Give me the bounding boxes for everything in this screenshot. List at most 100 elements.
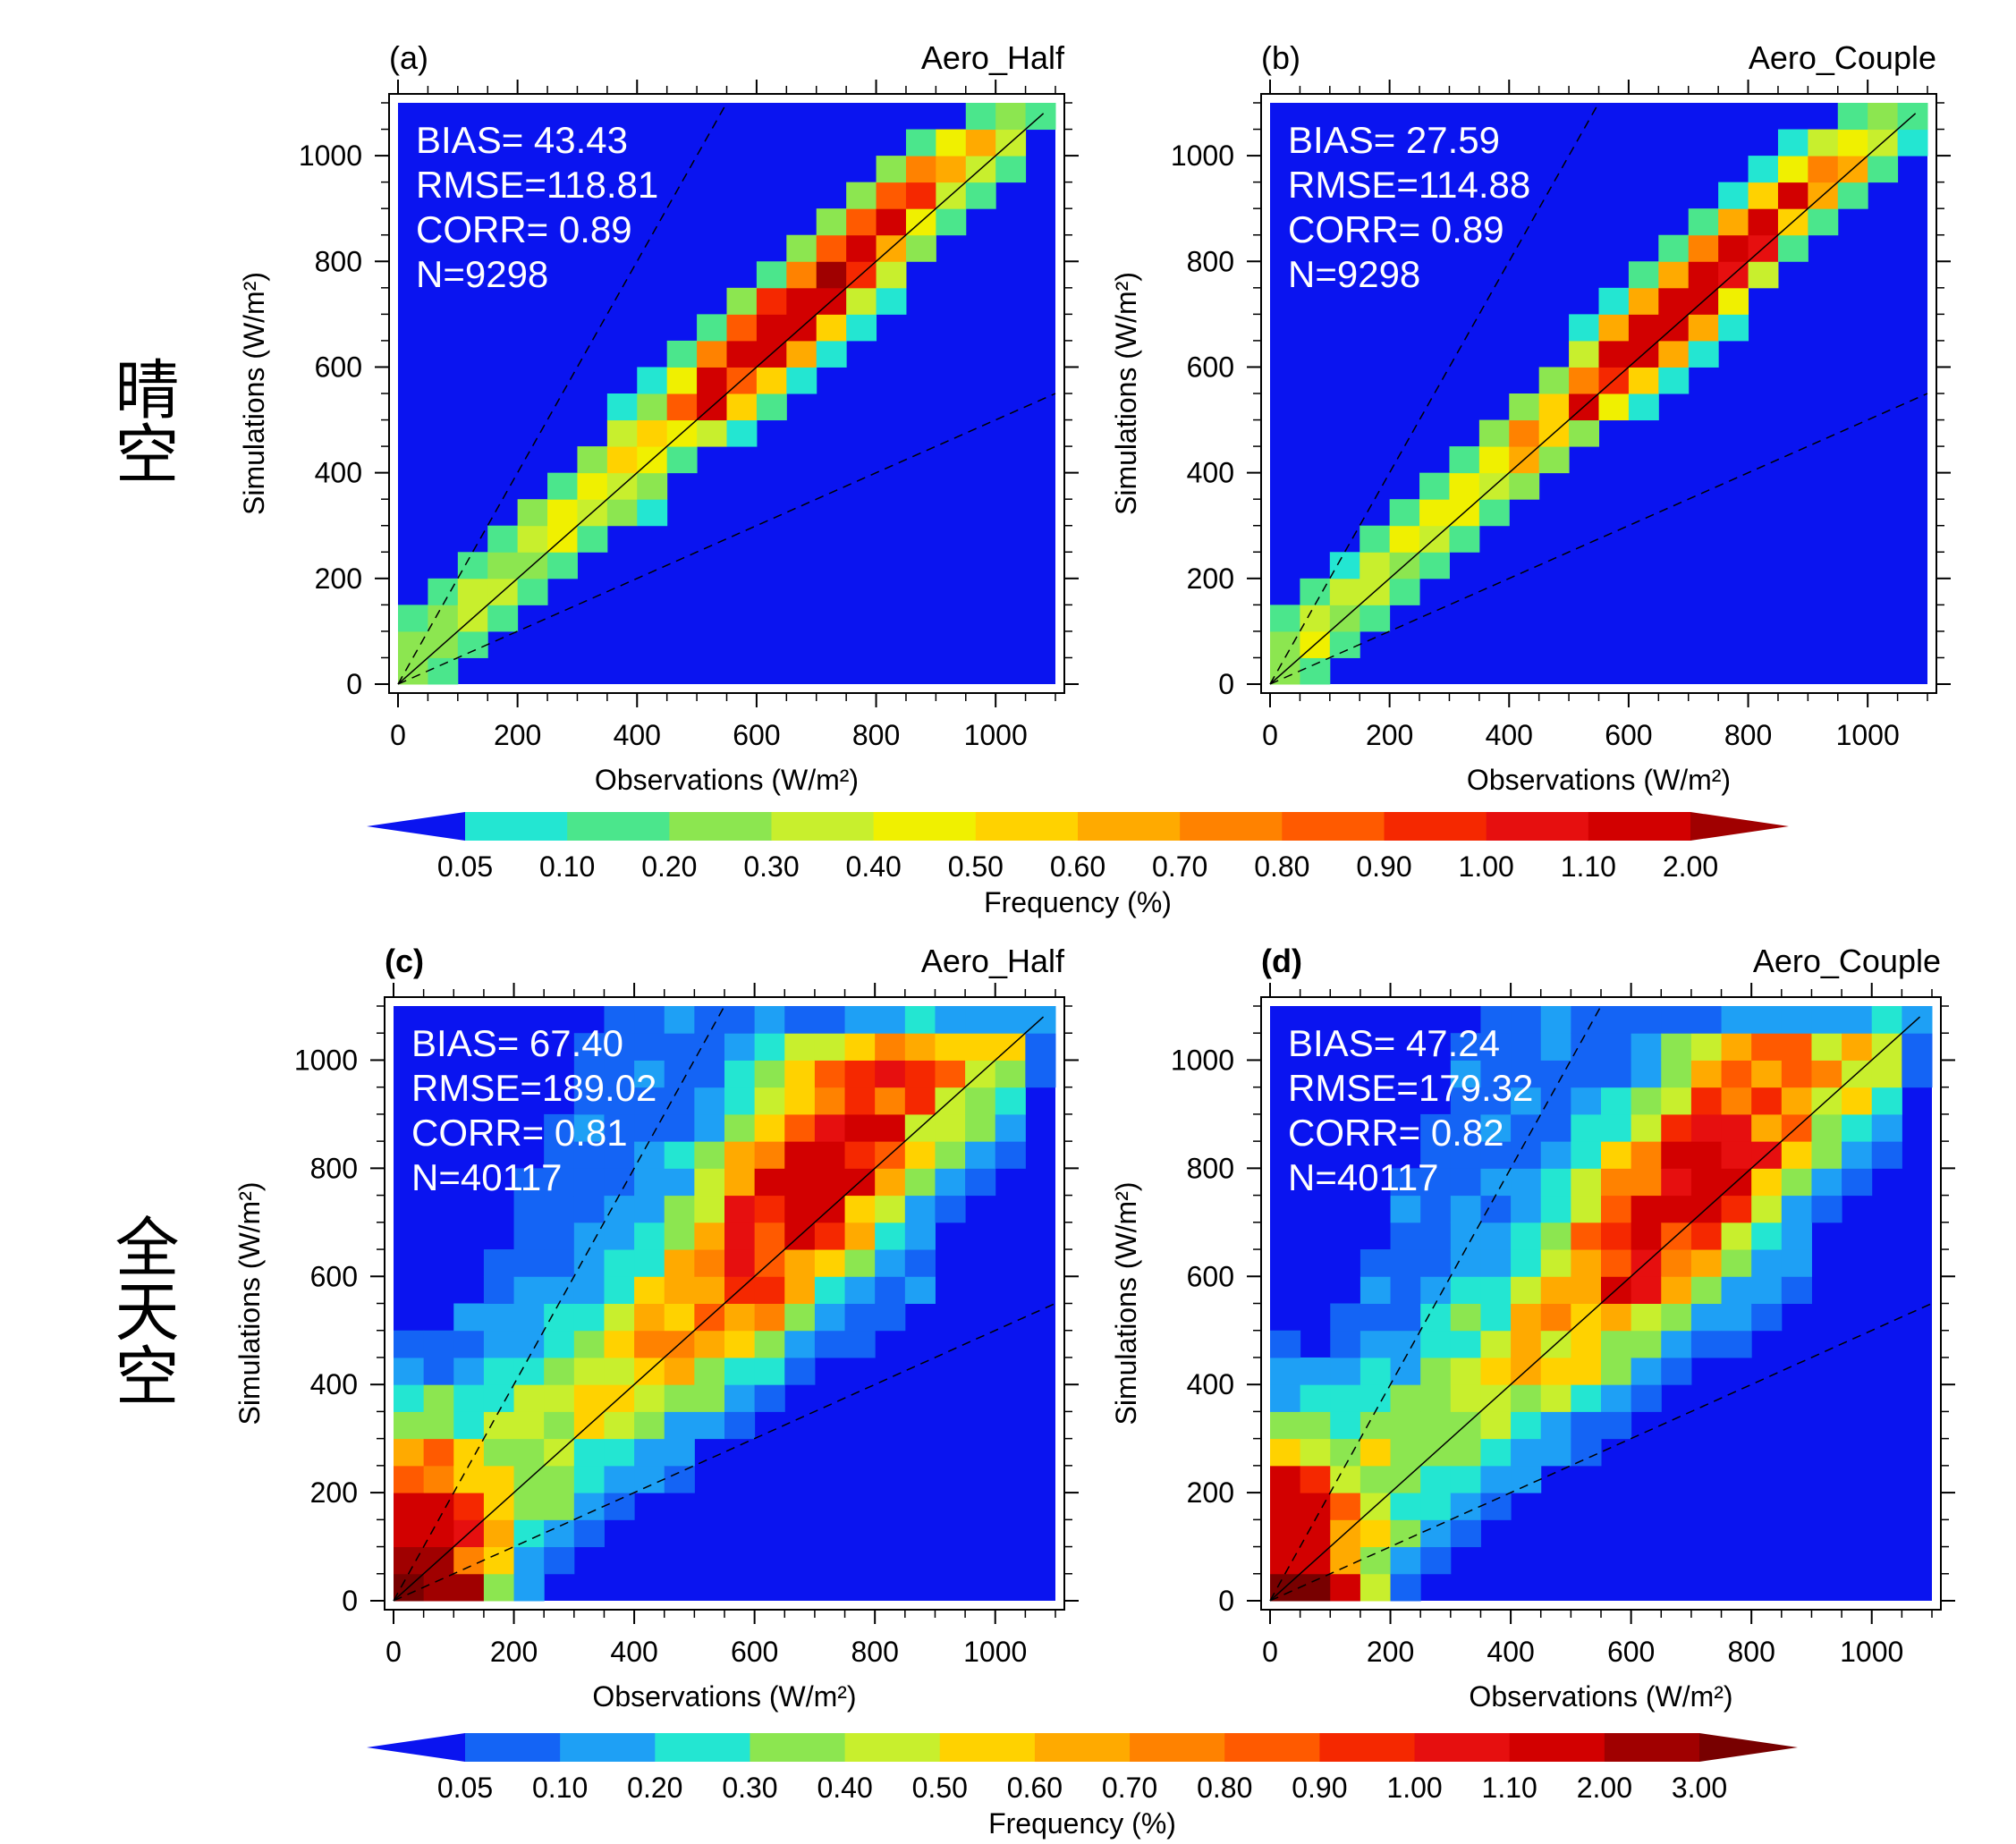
heatmap-cell	[1721, 1060, 1752, 1088]
heatmap-cell	[1300, 605, 1331, 632]
heatmap-cell	[1419, 472, 1450, 500]
heatmap-cell	[604, 1222, 635, 1250]
heatmap-cell	[544, 1141, 575, 1169]
heatmap-cell	[1389, 499, 1420, 527]
heatmap-cell	[1420, 1546, 1452, 1575]
heatmap-cell	[1751, 1222, 1783, 1250]
heatmap-cell	[844, 1195, 876, 1223]
heatmap-cell	[1631, 1330, 1662, 1358]
heatmap-cell	[634, 1330, 665, 1358]
colorbar-tick-label: 0.80	[1254, 850, 1309, 883]
colorbar-tick-label: 0.90	[1292, 1772, 1347, 1804]
heatmap-cell	[1509, 472, 1540, 500]
heatmap-cell	[816, 314, 847, 342]
heatmap-cell	[1751, 1113, 1783, 1142]
heatmap-cell	[664, 1411, 695, 1440]
heatmap-cell	[544, 1384, 575, 1412]
heatmap-cell	[1330, 1493, 1361, 1520]
heatmap-cell	[1601, 1087, 1632, 1115]
heatmap-cell	[1360, 1276, 1392, 1304]
heatmap-cell	[487, 605, 519, 632]
heatmap-cell	[904, 1222, 936, 1250]
heatmap-cell	[1480, 1411, 1512, 1440]
heatmap-cell	[965, 129, 996, 156]
y-axis-label: Simulations (W/m²)	[238, 272, 270, 515]
heatmap-cell	[544, 1465, 575, 1493]
heatmap-cell	[1721, 1330, 1752, 1358]
heatmap-cell	[965, 1168, 996, 1197]
heatmap-cell	[1450, 1060, 1481, 1088]
heatmap-cell	[1837, 129, 1868, 156]
heatmap-cell	[1360, 1411, 1392, 1440]
heatmap-cell	[1721, 1249, 1752, 1277]
one-to-one-line	[393, 1016, 1045, 1602]
heatmap-cell	[513, 1249, 545, 1277]
heatmap-cell	[1540, 1033, 1571, 1061]
colorbar-tick-label: 0.60	[1050, 850, 1105, 883]
heatmap-cell	[1480, 1195, 1512, 1223]
heatmap-cell	[814, 1168, 846, 1197]
heatmap-cell	[1420, 1384, 1452, 1412]
heatmap-cell	[784, 1357, 816, 1385]
heatmap-cell	[1571, 1168, 1602, 1197]
heatmap-cell	[1631, 1006, 1662, 1034]
heatmap-cell	[784, 1249, 816, 1277]
heatmap-cell	[573, 1357, 605, 1385]
heatmap-cell	[814, 1141, 846, 1169]
colorbar-tick-label: 0.10	[532, 1772, 588, 1804]
heatmap-cell	[428, 605, 459, 632]
heatmap-cell	[513, 1411, 545, 1440]
heatmap-cell	[604, 1195, 635, 1223]
heatmap-cell	[1270, 1546, 1301, 1575]
heatmap-cell	[1777, 182, 1808, 209]
heatmap-cell	[1661, 1303, 1692, 1332]
heatmap-cell	[1480, 1276, 1512, 1304]
heatmap-cell	[637, 499, 668, 527]
heatmap-cell	[1538, 367, 1570, 394]
heatmap-cell	[1270, 1357, 1301, 1385]
heatmap-cell	[1811, 1006, 1842, 1034]
heatmap-cell	[844, 1060, 876, 1088]
heatmap-cell	[637, 393, 668, 421]
y-tick-label: 400	[315, 457, 362, 489]
heatmap-cell	[756, 393, 787, 421]
heatmap-cell	[1658, 367, 1690, 394]
heatmap-cell	[664, 1033, 695, 1061]
heatmap-cell	[814, 1113, 846, 1142]
heatmap-cell	[1601, 1357, 1632, 1385]
heatmap-cell	[1360, 605, 1391, 632]
colorbar-label: Frequency (%)	[988, 1807, 1176, 1840]
heatmap-cell	[513, 1195, 545, 1223]
heatmap-cell	[784, 1033, 816, 1061]
heatmap-cell	[1511, 1411, 1542, 1440]
heatmap-cell	[1718, 287, 1749, 315]
heatmap-cell	[604, 1006, 635, 1034]
heatmap-cell	[904, 1168, 936, 1197]
colorbar-segment	[771, 812, 875, 841]
heatmap-cell	[694, 1087, 725, 1115]
heatmap-cell	[965, 103, 996, 131]
y-tick-label: 400	[1187, 1368, 1234, 1400]
two-to-one-line	[397, 102, 728, 685]
heatmap-cell	[1631, 1195, 1662, 1223]
heatmap-cell	[604, 1087, 635, 1115]
colorbar-tick-label: 0.20	[627, 1772, 682, 1804]
colorbar-segment	[1509, 1733, 1605, 1762]
x-tick-label: 0	[390, 719, 406, 751]
heatmap-cell	[905, 129, 936, 156]
heatmap-cell	[724, 1249, 756, 1277]
heatmap-cell	[573, 1330, 605, 1358]
heatmap-cell	[1721, 1276, 1752, 1304]
stats-line: CORR= 0.89	[1288, 208, 1504, 250]
heatmap-cell	[1420, 1493, 1452, 1520]
heatmap-cell	[1808, 156, 1839, 183]
heatmap-cell	[875, 1033, 906, 1061]
y-tick-label: 1000	[294, 1044, 358, 1076]
heatmap-cell	[1571, 1222, 1602, 1250]
colorbar-tick-label: 1.00	[1459, 850, 1514, 883]
y-tick-label: 400	[310, 1368, 358, 1400]
heatmap-cell	[1300, 1493, 1331, 1520]
heatmap-cell	[1601, 1384, 1632, 1412]
heatmap-cell	[1571, 1249, 1602, 1277]
heatmap-cell	[513, 1276, 545, 1304]
